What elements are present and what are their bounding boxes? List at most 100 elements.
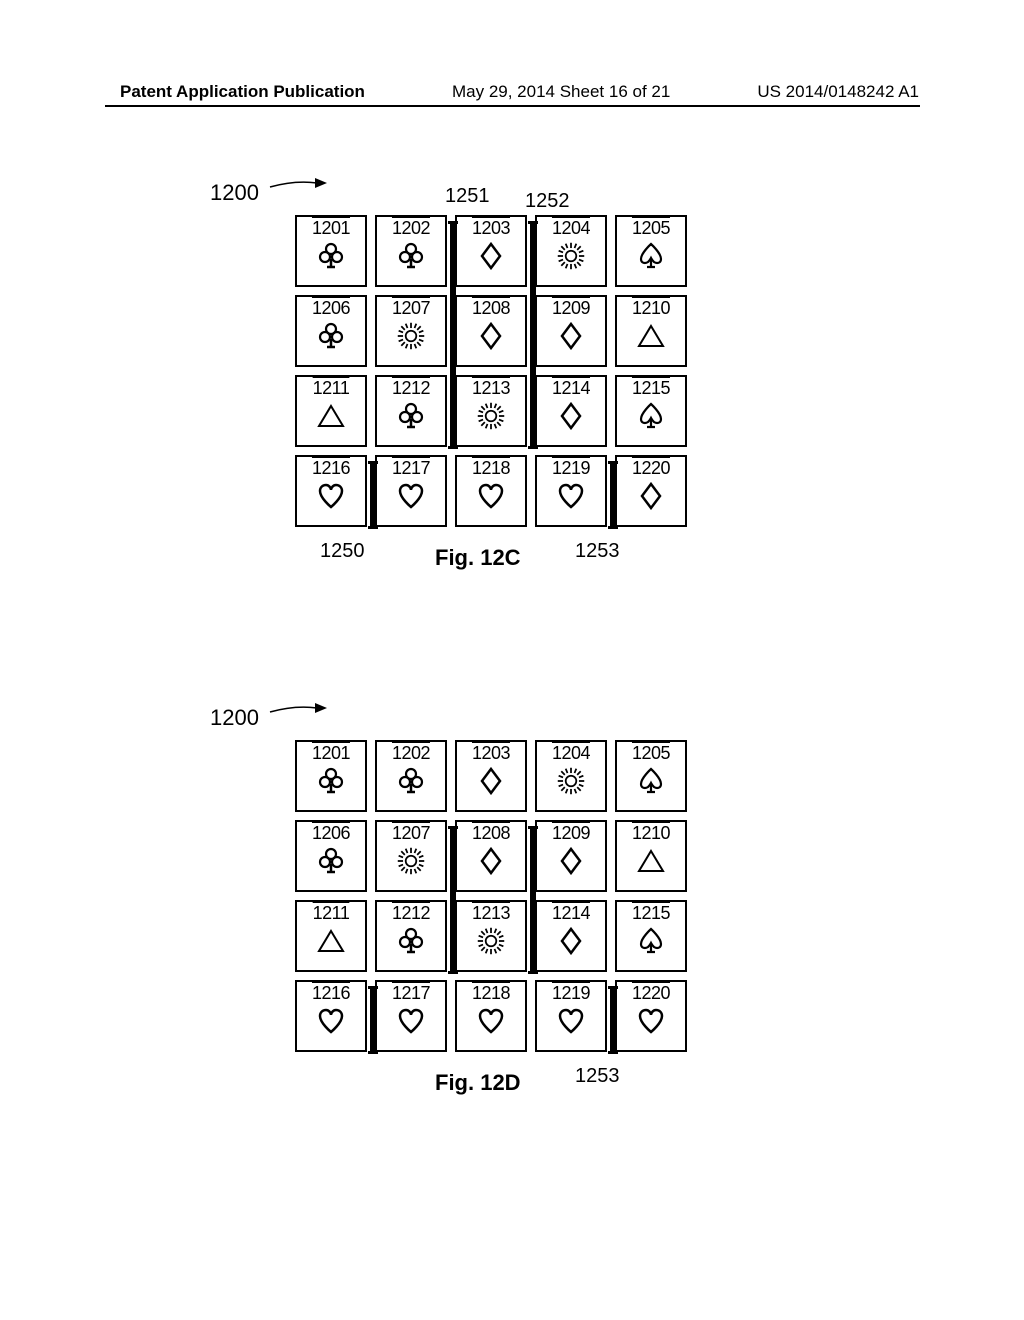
- grid-cell: 1201: [295, 740, 367, 812]
- heart-icon: [556, 1006, 586, 1036]
- spade-icon: [636, 766, 666, 796]
- cell-number: 1206: [312, 824, 350, 842]
- annotation-label: 1253: [575, 540, 620, 563]
- grid-cell: 1204: [535, 740, 607, 812]
- heart-icon: [316, 1006, 346, 1036]
- figure-caption: Fig. 12D: [435, 1070, 521, 1096]
- annotation-label: 1253: [575, 1065, 620, 1088]
- diamond-icon: [476, 846, 506, 876]
- cell-number: 1219: [552, 984, 590, 1002]
- grid-cell: 1220: [615, 980, 687, 1052]
- grid-cell: 1215: [615, 375, 687, 447]
- cell-number: 1218: [472, 984, 510, 1002]
- cell-number: 1210: [632, 299, 670, 317]
- diamond-icon: [556, 401, 586, 431]
- spade-icon: [636, 926, 666, 956]
- cell-number: 1209: [552, 824, 590, 842]
- spade-icon: [636, 401, 666, 431]
- grid-cell: 1201: [295, 215, 367, 287]
- grid-cell: 1216: [295, 455, 367, 527]
- club-icon: [396, 926, 426, 956]
- ref-arrow-icon: [265, 175, 335, 200]
- heart-icon: [636, 1006, 666, 1036]
- separator-line: [450, 221, 456, 449]
- grid-cell: 1204: [535, 215, 607, 287]
- cell-number: 1214: [552, 904, 590, 922]
- header-mid: May 29, 2014 Sheet 16 of 21: [452, 82, 670, 102]
- separator-line: [450, 826, 456, 974]
- grid-cell: 1202: [375, 740, 447, 812]
- grid-cell: 1207: [375, 820, 447, 892]
- cell-number: 1215: [632, 379, 670, 397]
- club-icon: [396, 241, 426, 271]
- cell-number: 1206: [312, 299, 350, 317]
- cell-number: 1204: [552, 219, 590, 237]
- cell-number: 1205: [632, 744, 670, 762]
- ref-number: 1200: [210, 180, 259, 206]
- cell-number: 1213: [472, 904, 510, 922]
- grid-cell: 1206: [295, 820, 367, 892]
- cell-number: 1201: [312, 744, 350, 762]
- grid-cell: 1216: [295, 980, 367, 1052]
- sun-icon: [476, 926, 506, 956]
- heart-icon: [396, 481, 426, 511]
- grid-cell: 1214: [535, 375, 607, 447]
- grid-cell: 1202: [375, 215, 447, 287]
- cell-number: 1217: [392, 984, 430, 1002]
- figure-caption: Fig. 12C: [435, 545, 521, 571]
- page-header: Patent Application Publication May 29, 2…: [0, 82, 1024, 102]
- cell-number: 1203: [472, 744, 510, 762]
- header-left: Patent Application Publication: [120, 82, 365, 102]
- separator-line: [610, 461, 616, 529]
- ref-arrow-icon: [265, 700, 335, 725]
- cell-number: 1207: [392, 299, 430, 317]
- diamond-icon: [556, 926, 586, 956]
- triangle-icon: [636, 846, 666, 876]
- separator-line: [610, 986, 616, 1054]
- cell-number: 1216: [312, 459, 350, 477]
- club-icon: [316, 846, 346, 876]
- separator-line: [530, 221, 536, 449]
- separator-line: [530, 826, 536, 974]
- cell-number: 1213: [472, 379, 510, 397]
- cell-number: 1202: [392, 219, 430, 237]
- heart-icon: [476, 1006, 506, 1036]
- club-icon: [316, 321, 346, 351]
- cell-number: 1216: [312, 984, 350, 1002]
- sun-icon: [396, 846, 426, 876]
- cell-number: 1203: [472, 219, 510, 237]
- header-rule: [105, 105, 920, 107]
- club-icon: [396, 766, 426, 796]
- grid-cell: 1219: [535, 980, 607, 1052]
- grid-cell: 1208: [455, 295, 527, 367]
- cell-number: 1220: [632, 459, 670, 477]
- grid-cell: 1209: [535, 820, 607, 892]
- club-icon: [316, 766, 346, 796]
- heart-icon: [556, 481, 586, 511]
- cell-number: 1215: [632, 904, 670, 922]
- grid-cell: 1214: [535, 900, 607, 972]
- grid-cell: 1212: [375, 900, 447, 972]
- cell-number: 1205: [632, 219, 670, 237]
- header-right: US 2014/0148242 A1: [757, 82, 919, 102]
- cell-number: 1212: [392, 904, 430, 922]
- sun-icon: [476, 401, 506, 431]
- cell-number: 1214: [552, 379, 590, 397]
- cell-number: 1220: [632, 984, 670, 1002]
- annotation-label: 1252: [525, 190, 570, 213]
- diamond-icon: [636, 481, 666, 511]
- grid-cell: 1206: [295, 295, 367, 367]
- sun-icon: [396, 321, 426, 351]
- club-icon: [316, 241, 346, 271]
- spade-icon: [636, 241, 666, 271]
- cell-number: 1210: [632, 824, 670, 842]
- grid-cell: 1203: [455, 215, 527, 287]
- grid-cell: 1213: [455, 900, 527, 972]
- separator-line: [370, 461, 376, 529]
- triangle-icon: [316, 926, 346, 956]
- cell-number: 1211: [313, 904, 350, 922]
- cell-number: 1208: [472, 824, 510, 842]
- grid-cell: 1205: [615, 740, 687, 812]
- cell-number: 1219: [552, 459, 590, 477]
- heart-icon: [396, 1006, 426, 1036]
